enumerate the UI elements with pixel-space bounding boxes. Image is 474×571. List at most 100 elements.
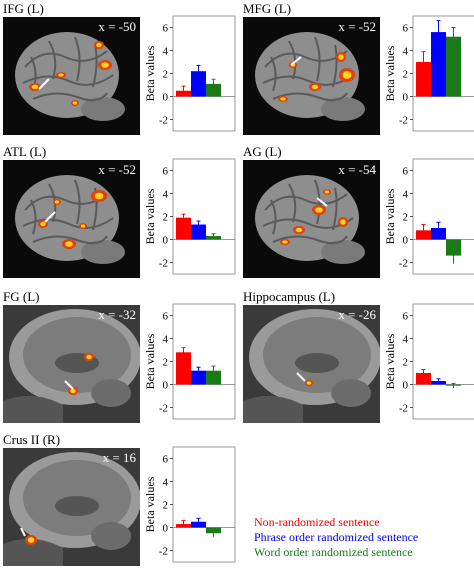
activation-core xyxy=(101,62,109,68)
chart-container: -2 0 2 4 6 Beta values xyxy=(143,155,238,283)
y-tick-label: 0 xyxy=(403,235,409,247)
legend-item-phrase-order: Phrase order randomized sentence xyxy=(254,530,419,544)
y-tick-label: 6 xyxy=(403,311,409,323)
y-axis-label: Beta values xyxy=(383,45,397,101)
pointer-arrow xyxy=(38,78,50,90)
bar-non-randomized xyxy=(176,217,191,240)
panel-title: Hippocampus (L) xyxy=(243,289,336,304)
y-tick-label: -2 xyxy=(399,115,408,127)
slice-coordinate-label: x = -50 xyxy=(98,19,136,34)
y-tick-label: -2 xyxy=(159,258,168,270)
skull-base xyxy=(243,395,303,423)
cerebellum xyxy=(81,97,125,121)
brain-slice-image xyxy=(15,175,125,264)
y-tick-label: 6 xyxy=(163,311,169,323)
y-tick-label: 4 xyxy=(403,189,409,201)
pointer-arrow xyxy=(44,211,56,223)
y-tick-label: -2 xyxy=(399,403,408,415)
bar-chart: -2 0 2 4 6 Beta values xyxy=(383,15,474,132)
activation-core xyxy=(342,71,352,79)
cerebellum xyxy=(321,240,365,264)
pointer-arrow xyxy=(316,197,328,207)
bar-chart: -2 0 2 4 6 Beta values xyxy=(383,303,474,420)
bar-word-order xyxy=(446,36,461,97)
brain-slice-image xyxy=(243,305,380,423)
bar-word-order xyxy=(206,83,221,97)
y-tick-label: 4 xyxy=(163,189,169,201)
slice-coordinate-label: x = -26 xyxy=(338,307,376,322)
chart-container: -2 0 2 4 6 Beta values xyxy=(383,12,474,140)
y-tick-label: 6 xyxy=(163,166,169,178)
brain-image: x = -54 xyxy=(243,160,380,278)
y-axis-label: Beta values xyxy=(143,188,157,244)
bar-chart: -2 0 2 4 6 Beta values xyxy=(143,158,236,275)
brain-slice-image xyxy=(255,175,365,264)
brain-slice-image xyxy=(3,448,140,566)
cerebellum xyxy=(331,379,371,407)
pointer-arrow xyxy=(290,56,302,66)
chart-container: -2 0 2 4 6 Beta values xyxy=(143,300,238,428)
cerebellum xyxy=(321,97,365,121)
brain-slice-image xyxy=(255,32,365,121)
panel-title: ATL (L) xyxy=(3,144,47,159)
y-tick-label: -2 xyxy=(399,258,408,270)
cerebellum xyxy=(91,522,131,550)
panel-title: IFG (L) xyxy=(3,1,44,16)
activation-core xyxy=(65,241,73,247)
y-tick-label: 2 xyxy=(163,500,169,512)
y-tick-label: 0 xyxy=(163,235,169,247)
y-tick-label: 6 xyxy=(163,23,169,35)
activation-core xyxy=(94,192,104,200)
panel-title: MFG (L) xyxy=(243,1,292,16)
activation-core xyxy=(72,101,78,105)
ventricle xyxy=(295,353,339,373)
chart-container: -2 0 2 4 6 Beta values xyxy=(143,12,238,140)
y-tick-label: 4 xyxy=(163,46,169,58)
legend-item-non-randomized: Non-randomized sentence xyxy=(254,515,380,529)
brain-image: x = -26 xyxy=(243,305,380,423)
chart-container: -2 0 2 4 6 Beta values xyxy=(383,300,474,428)
panel-title: FG (L) xyxy=(3,289,40,304)
activation-core xyxy=(324,190,330,194)
activation-core xyxy=(311,84,319,90)
y-tick-label: 6 xyxy=(163,454,169,466)
plot-frame xyxy=(412,303,474,420)
ventricle xyxy=(55,496,99,516)
y-tick-label: 4 xyxy=(403,46,409,58)
y-axis-label: Beta values xyxy=(143,45,157,101)
y-tick-label: 0 xyxy=(163,523,169,535)
skull-base xyxy=(3,538,63,566)
y-tick-label: 0 xyxy=(163,380,169,392)
slice-coordinate-label: x = -54 xyxy=(338,162,376,177)
pointer-arrow xyxy=(64,380,74,390)
bar-chart: -2 0 2 4 6 Beta values xyxy=(383,158,474,275)
y-tick-label: 6 xyxy=(403,23,409,35)
activation-core xyxy=(80,224,86,228)
activation-core xyxy=(54,200,60,204)
bar-phrase-order xyxy=(191,71,206,97)
y-tick-label: 0 xyxy=(163,92,169,104)
bar-chart: -2 0 2 4 6 Beta values xyxy=(143,303,236,420)
y-tick-label: -2 xyxy=(159,403,168,415)
y-tick-label: 2 xyxy=(163,212,169,224)
slice-coordinate-label: x = 16 xyxy=(102,450,136,465)
bar-phrase-order xyxy=(191,370,206,385)
y-tick-label: 0 xyxy=(403,92,409,104)
brain-slice-image xyxy=(15,32,125,121)
activation-core xyxy=(27,537,35,543)
y-tick-label: 2 xyxy=(163,357,169,369)
brain-image: x = -32 xyxy=(3,305,140,423)
chart-container: -2 0 2 4 6 Beta values xyxy=(383,155,474,283)
panel-title: Crus II (R) xyxy=(3,432,61,447)
brain-image: x = -52 xyxy=(3,160,140,278)
activation-core xyxy=(70,388,76,394)
y-tick-label: -2 xyxy=(159,115,168,127)
brain-slice-image xyxy=(3,305,140,423)
bar-phrase-order xyxy=(191,224,206,240)
pointer-arrow xyxy=(20,527,26,537)
plot-frame xyxy=(172,446,236,563)
cerebellum xyxy=(81,240,125,264)
plot-frame xyxy=(412,158,474,275)
y-axis-label: Beta values xyxy=(143,476,157,532)
y-axis-label: Beta values xyxy=(143,333,157,389)
